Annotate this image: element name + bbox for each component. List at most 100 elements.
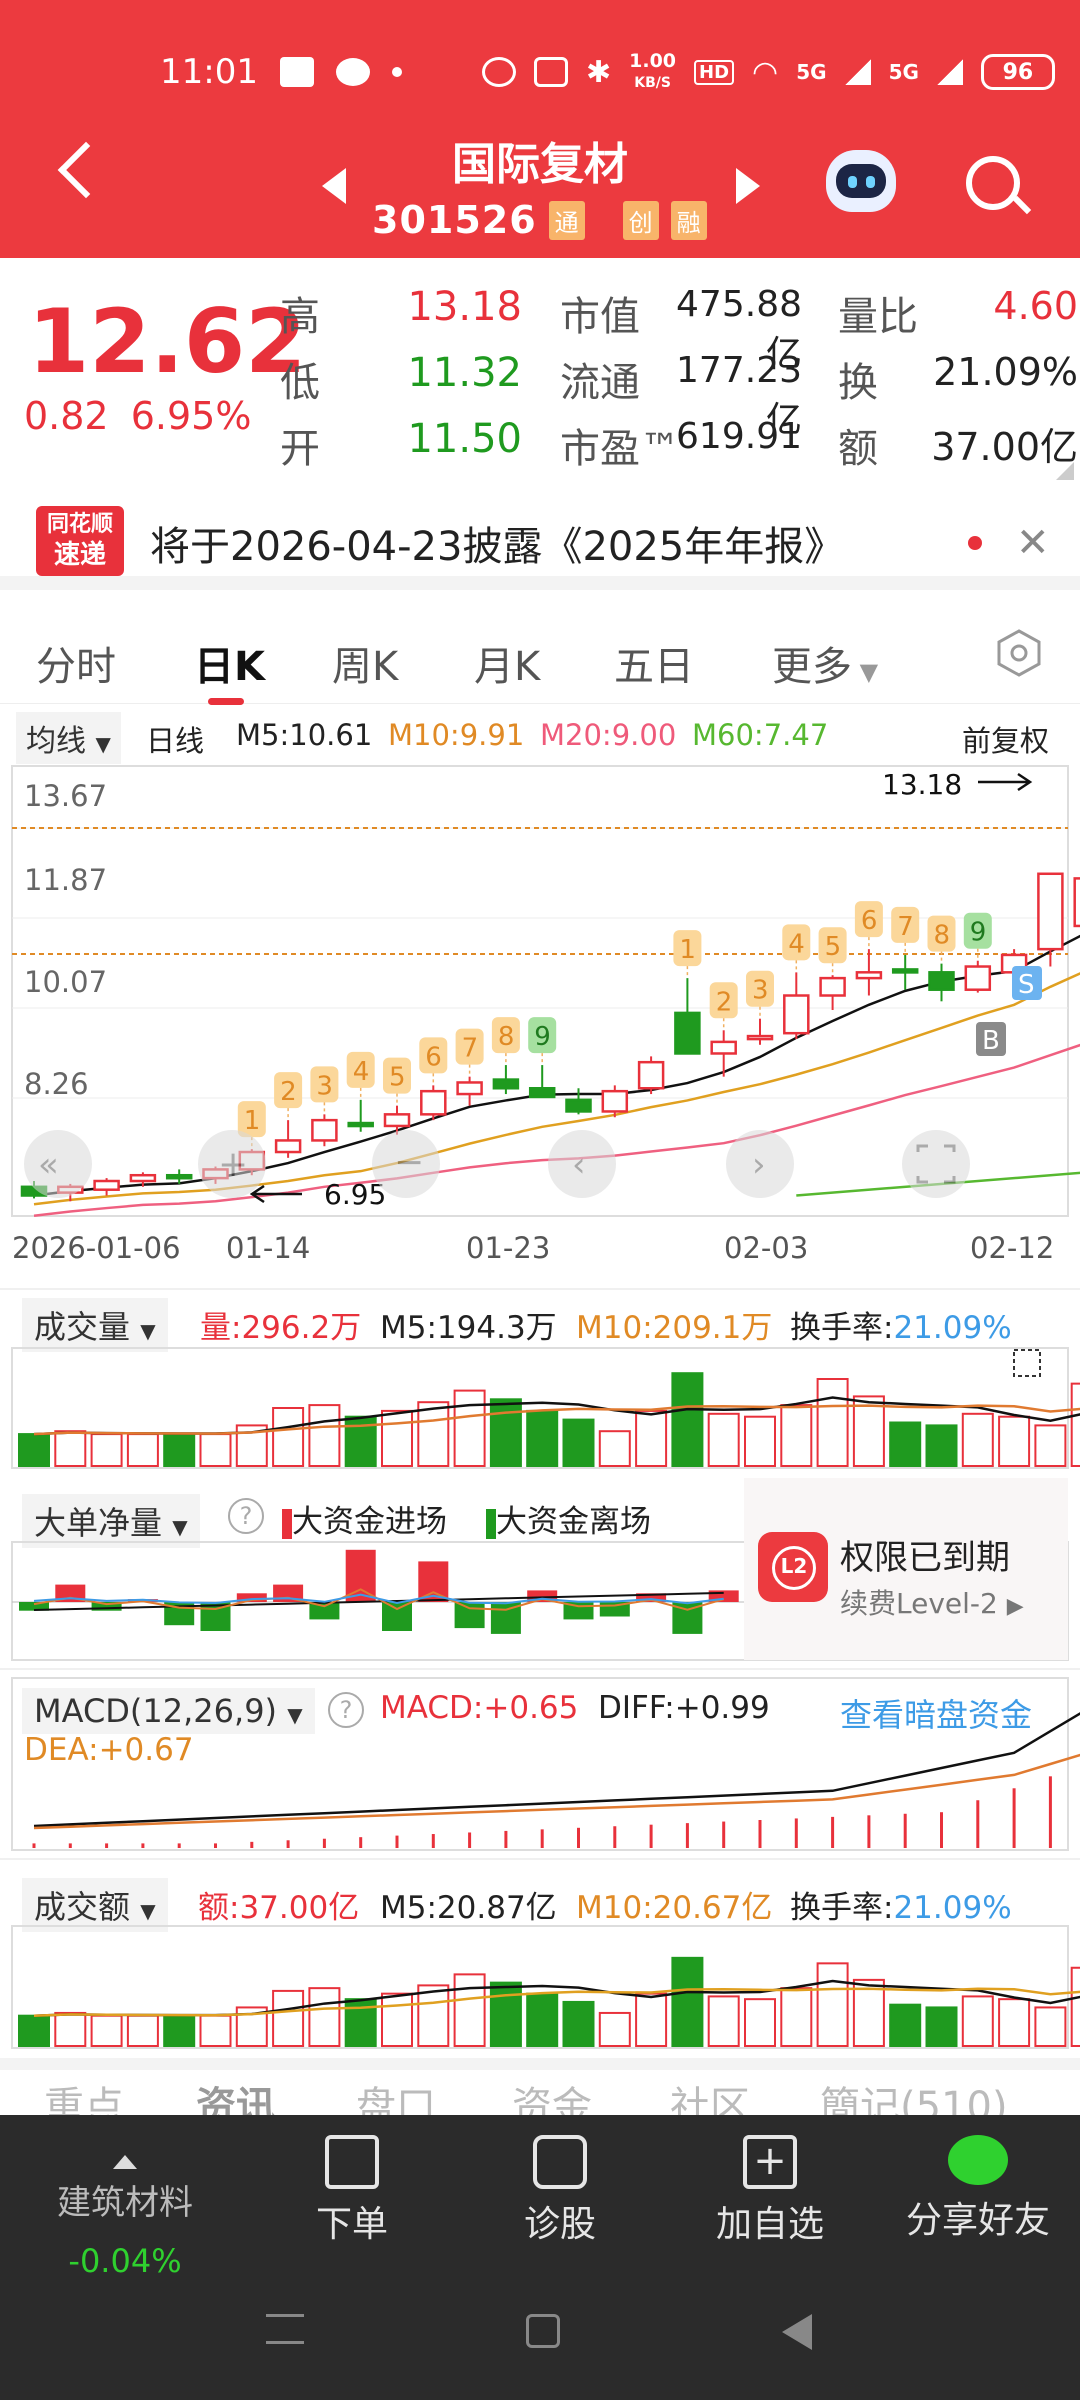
bar <box>453 1389 486 1467</box>
level2-icon <box>758 1532 828 1602</box>
ma-select[interactable]: 均线 ▼ <box>16 712 121 764</box>
macd-bar <box>105 1843 109 1848</box>
svg-text:3: 3 <box>752 976 769 1006</box>
tab-five-day[interactable]: 五日 <box>614 644 694 690</box>
tab-more[interactable]: 更多 ▼ <box>772 644 879 690</box>
macd-bar <box>141 1843 145 1848</box>
bar <box>598 2011 631 2048</box>
amount-select[interactable]: 成交额 ▼ <box>22 1878 168 1932</box>
bar <box>199 2014 232 2047</box>
close-icon[interactable]: ✕ <box>1016 520 1050 566</box>
candle <box>347 1099 374 1132</box>
macd-bar <box>250 1841 254 1848</box>
bigorder-chart[interactable] <box>0 1540 1080 1662</box>
help-icon[interactable]: ? <box>228 1498 264 1534</box>
tab-daily-k[interactable]: 日K <box>194 644 265 690</box>
status-time: 11:01 <box>160 52 258 92</box>
bar <box>308 1987 341 2047</box>
next-stock-icon[interactable] <box>736 168 760 204</box>
zoom-in-button[interactable] <box>198 1130 266 1198</box>
amount-m10: M10:20.67亿 <box>576 1890 773 1926</box>
sequence-marker: 7 <box>455 1028 484 1077</box>
sell-badge[interactable]: BS <box>1012 966 1042 1000</box>
status-bar: 11:01 ✱ 1.00 KB/S HD ◠ 5G 5G 96 <box>0 44 1080 100</box>
macd-bar <box>613 1826 617 1848</box>
adjust-toggle[interactable]: 前复权 <box>962 724 1050 758</box>
svg-text:1: 1 <box>679 935 696 965</box>
zoom-out-button[interactable] <box>372 1130 440 1198</box>
macd-bar <box>504 1830 508 1848</box>
volume-turnover: 换手率:21.09% <box>790 1310 1012 1346</box>
macd-chart[interactable] <box>0 1676 1080 1852</box>
bar <box>925 1424 958 1467</box>
permission-renew-link[interactable]: 续费Level-2 ▶ <box>840 1587 1024 1620</box>
amount-chart[interactable] <box>0 1924 1080 2050</box>
sequence-marker: 9 <box>528 1017 557 1066</box>
bar <box>526 1409 559 1467</box>
news-banner[interactable]: 同花顺 速递 将于2026-04-23披露《2025年年报》 <box>0 490 1080 590</box>
zoom-out-full-button[interactable] <box>24 1130 92 1198</box>
bar <box>780 1404 813 1467</box>
macd-bar <box>1048 1776 1052 1848</box>
volume-m5: M5:194.3万 <box>380 1310 557 1346</box>
bar <box>707 1412 740 1468</box>
svg-text:5: 5 <box>825 932 842 962</box>
candle <box>165 1169 193 1184</box>
search-icon[interactable] <box>966 156 1020 210</box>
svg-text:S: S <box>1018 970 1035 1000</box>
robot-assistant-icon[interactable] <box>826 150 896 212</box>
macd-select[interactable]: MACD(12,26,9) ▼ <box>22 1688 315 1734</box>
svg-text:+: + <box>218 1144 248 1185</box>
fullscreen-button[interactable] <box>902 1130 970 1198</box>
diagnose-button[interactable]: 诊股 <box>500 2135 620 2247</box>
bar <box>961 1412 994 1468</box>
settings-hexagon-icon[interactable] <box>994 628 1044 678</box>
scroll-right-button[interactable] <box>726 1130 794 1198</box>
buy-badge[interactable]: B <box>976 1022 1006 1056</box>
volume-chart[interactable] <box>0 1346 1080 1470</box>
bar <box>780 1987 813 2047</box>
dark-pool-link[interactable]: 查看暗盘资金 <box>840 1696 1033 1734</box>
sequence-marker: 4 <box>782 924 811 973</box>
sector-info[interactable]: 建筑材料 -0.04% <box>30 2155 220 2280</box>
home-nav-icon[interactable] <box>526 2314 560 2348</box>
volume-ratio-value: 4.60 <box>993 284 1078 328</box>
expand-corner-icon[interactable] <box>1056 462 1074 480</box>
turnover-value: 21.09% <box>933 350 1078 394</box>
add-icon: + <box>743 2135 797 2189</box>
tab-intraday[interactable]: 分时 <box>36 644 116 690</box>
news-logo: 同花顺 速递 <box>36 506 124 576</box>
scroll-left-button[interactable] <box>548 1130 616 1198</box>
volume-select[interactable]: 成交量 ▼ <box>22 1298 168 1352</box>
ma-indicator-bar: 均线 ▼ 日线 M5:10.61 M10:9.91 M20:9.00 M60:7… <box>0 712 1080 764</box>
prev-stock-icon[interactable] <box>322 168 346 204</box>
line-type-label: 日线 <box>146 724 205 758</box>
tab-monthly-k[interactable]: 月K <box>474 644 541 690</box>
diagnose-icon <box>533 2135 587 2189</box>
low-arrow-icon <box>249 1184 302 1204</box>
y-label-3: 8.26 <box>24 1067 89 1101</box>
tab-weekly-k[interactable]: 周K <box>332 644 399 690</box>
bigorder-select[interactable]: 大单净量 ▼ <box>22 1494 200 1548</box>
share-button[interactable]: 分享好友 <box>898 2135 1058 2243</box>
order-button[interactable]: 下单 <box>292 2135 412 2247</box>
add-watchlist-button[interactable]: + 加自选 <box>700 2135 840 2247</box>
help-icon[interactable]: ? <box>328 1692 364 1728</box>
svg-text:6: 6 <box>425 1042 442 1072</box>
bar <box>126 2014 159 2047</box>
wechat-notification-icon <box>336 58 370 86</box>
back-nav-icon[interactable] <box>782 2314 812 2350</box>
macd-bar <box>758 1820 762 1848</box>
bar <box>526 1992 559 2047</box>
bar <box>998 1998 1031 2047</box>
bar <box>308 1404 341 1467</box>
kline-chart[interactable]: 13.67 11.87 10.07 8.26 12 3 4 56 7 8 912 34 56 7 8… <box>0 760 1080 1280</box>
chevron-up-icon <box>113 2155 137 2169</box>
bar <box>90 2014 123 2047</box>
news-text[interactable]: 将于2026-04-23披露《2025年年报》 <box>150 524 845 570</box>
back-arrow-icon[interactable] <box>57 141 115 199</box>
permission-expired-card[interactable]: 权限已到期 续费Level-2 ▶ <box>744 1478 1068 1660</box>
x-label-0: 2026-01-06 <box>12 1231 181 1265</box>
menu-nav-icon[interactable] <box>266 2314 304 2344</box>
